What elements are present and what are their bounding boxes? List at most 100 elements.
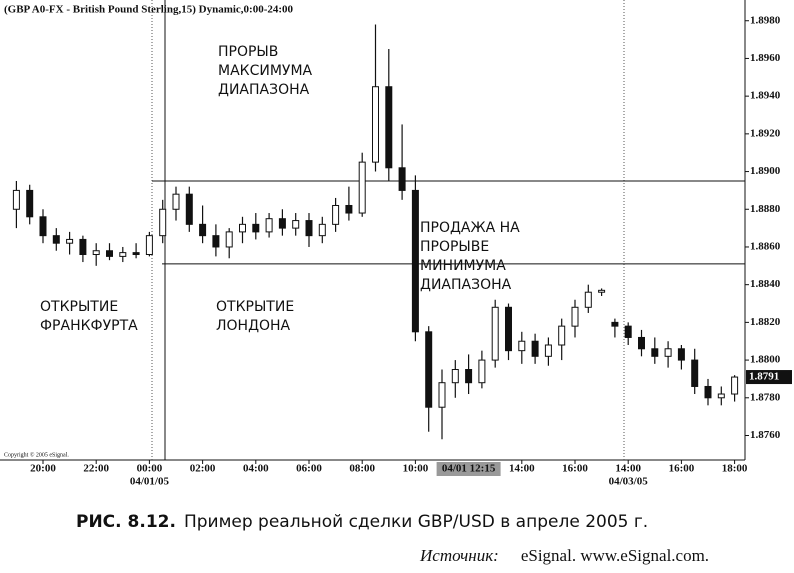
candle-body <box>172 193 180 210</box>
caption-text: Пример реальной сделки GBP/USD в апреле … <box>184 512 648 532</box>
candle-body <box>106 250 113 257</box>
candle-body <box>398 167 406 191</box>
caption-figure: РИС. 8.12. <box>76 512 176 532</box>
candle-body <box>185 193 193 225</box>
candle-body <box>278 218 286 229</box>
source: Источник: eSignal. www.eSignal.com. <box>419 546 709 565</box>
candle-body <box>731 376 739 395</box>
x-tick-label: 04:00 <box>243 463 269 475</box>
x-tick-label: 14:00 <box>509 463 535 475</box>
candle-body <box>677 348 685 361</box>
chart-title: (GBP A0-FX - British Pound Sterling,15) … <box>4 4 294 16</box>
candle-body <box>411 189 419 333</box>
candle-body <box>531 340 539 357</box>
candle-body <box>624 325 632 338</box>
candle-body <box>438 382 446 408</box>
candle-body <box>505 306 512 352</box>
annotation: ДИАПАЗОНА <box>218 82 310 98</box>
source-text: eSignal. www.eSignal.com. <box>521 546 709 565</box>
last-price-label: 1.8791 <box>749 371 779 383</box>
candle-body <box>26 189 34 218</box>
candle-body <box>584 291 592 308</box>
candle-body <box>345 204 353 214</box>
annotation: ДИАПАЗОНА <box>420 277 512 293</box>
candle-body <box>212 235 220 248</box>
candle-body <box>704 385 712 399</box>
candle-body <box>92 250 100 256</box>
caption: РИС. 8.12. Пример реальной сделки GBP/USD… <box>76 512 648 532</box>
y-tick-label: 1.8780 <box>750 391 781 403</box>
copyright: Copyright © 2005 eSignal. <box>4 451 69 458</box>
candle-body <box>292 220 300 229</box>
annotation: ОТКРЫТИЕ <box>216 299 294 315</box>
candle-body <box>372 86 379 163</box>
candle-body <box>425 331 433 408</box>
candle-body <box>558 325 566 346</box>
annotation: МАКСИМУМА <box>218 63 313 79</box>
candle-body <box>305 220 313 237</box>
candle-body <box>651 348 659 357</box>
y-tick-label: 1.8940 <box>750 90 781 102</box>
candle-body <box>598 289 606 293</box>
y-tick-label: 1.8980 <box>750 14 781 26</box>
y-tick-label: 1.8800 <box>750 354 781 366</box>
y-tick-label: 1.8880 <box>750 203 781 215</box>
x-tick-label: 02:00 <box>190 463 216 475</box>
cursor-box <box>436 462 501 476</box>
candle-body <box>318 223 326 237</box>
x-tick-label: 06:00 <box>296 463 322 475</box>
candle-body <box>544 344 552 357</box>
date-label: 04/01/05 <box>130 476 170 488</box>
y-tick-label: 1.8900 <box>750 165 781 177</box>
candle-body <box>465 369 473 384</box>
candle-body <box>159 208 167 237</box>
candle-body <box>79 238 87 256</box>
candle-body <box>451 369 459 384</box>
annotation: ПРОРЫВ <box>218 44 278 60</box>
candle-body <box>12 189 20 210</box>
y-tick-label: 1.8840 <box>750 278 781 290</box>
source-label: Источник: <box>419 546 499 565</box>
candle-body <box>132 252 140 256</box>
candle-body <box>119 252 127 257</box>
candle-body <box>332 204 340 225</box>
candle-body <box>239 223 246 233</box>
annotation: ПРОДАЖА НА <box>420 220 520 236</box>
last-price-box <box>746 370 792 385</box>
x-tick-label: 16:00 <box>669 463 695 475</box>
x-tick-label: 10:00 <box>403 463 429 475</box>
candle-body <box>638 336 645 350</box>
candle-body <box>225 231 233 248</box>
x-tick-label: 16:00 <box>562 463 588 475</box>
y-tick-label: 1.8820 <box>750 316 781 328</box>
x-tick-label: 14:00 <box>615 463 641 475</box>
candle-body <box>252 223 260 233</box>
y-tick-label: 1.8920 <box>750 127 781 139</box>
annotation: МИНИМУМА <box>420 258 506 274</box>
date-label: 04/03/05 <box>609 476 649 488</box>
x-tick-label: 20:00 <box>30 463 56 475</box>
candle-body <box>664 348 672 357</box>
candle-body <box>52 235 60 244</box>
candle-body <box>265 218 273 233</box>
candle-body <box>571 306 579 327</box>
annotation: ЛОНДОНА <box>216 318 291 334</box>
candle-body <box>691 359 699 387</box>
candle-body <box>385 86 393 169</box>
candle-body <box>39 216 47 237</box>
candle-body <box>66 238 74 244</box>
annotation: ФРАНКФУРТА <box>40 318 138 334</box>
candle-body <box>518 340 526 352</box>
y-tick-label: 1.8860 <box>750 240 781 252</box>
annotation: ПРОРЫВЕ <box>420 239 489 255</box>
candle-body <box>611 321 619 327</box>
candle-body <box>491 306 499 361</box>
candle-body <box>145 235 153 256</box>
candle-body <box>199 223 207 237</box>
y-tick-label: 1.8760 <box>750 429 781 441</box>
candle-body <box>358 161 366 214</box>
y-tick-label: 1.8960 <box>750 52 781 64</box>
x-tick-label: 22:00 <box>83 463 109 475</box>
